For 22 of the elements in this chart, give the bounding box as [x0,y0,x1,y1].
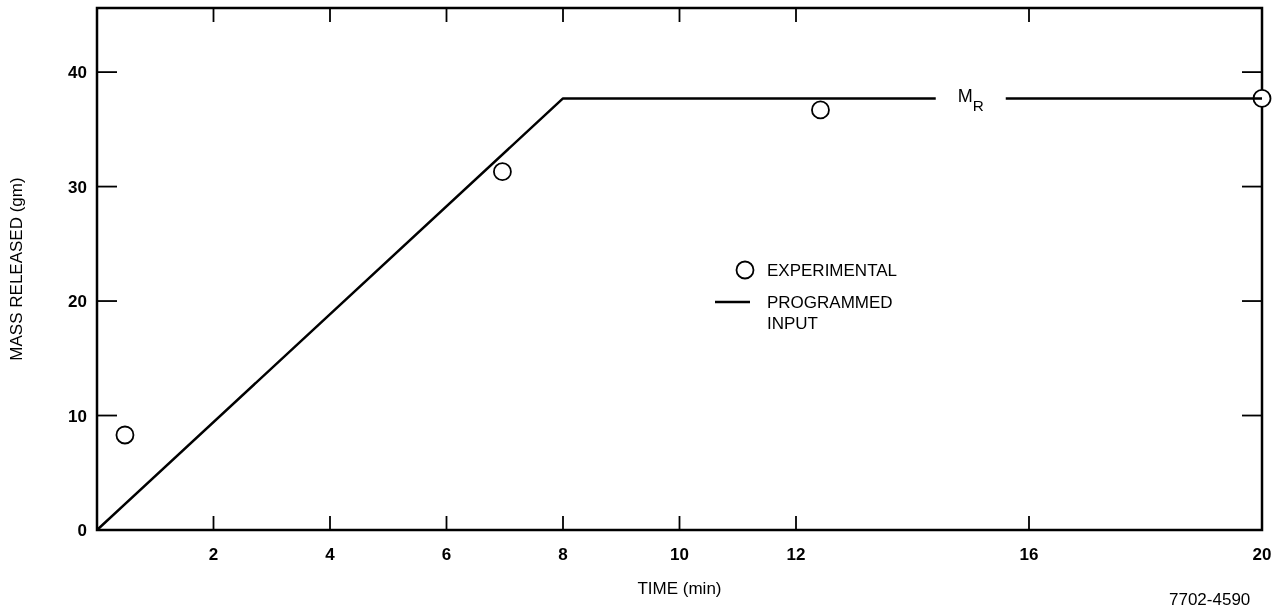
y-tick-label: 30 [68,177,87,197]
y-tick-label: 20 [68,292,87,312]
x-tick-label: 12 [786,545,806,564]
legend-label: PROGRAMMED INPUT [767,293,893,333]
x-tick-label: 2 [208,545,219,564]
y-tick-label: 10 [68,406,87,426]
x-axis-title: TIME (min) [637,579,722,598]
x-tick-label: 16 [1019,545,1039,564]
point [115,425,135,445]
legend-label: EXPERIMENTAL [767,261,898,280]
x-tick-label: 4 [325,545,336,564]
point [493,162,512,182]
x-tick-label: 10 [670,545,689,564]
y-axis-title: MASS RELEASED (gm) [7,177,26,361]
x-tick-label: 8 [558,545,568,564]
annotation: M$_{R}$ [957,86,984,114]
y-tick-label: 40 [68,63,87,83]
x-tick-label: 6 [441,545,452,564]
point [811,100,830,120]
x-tick-label: 20 [1252,545,1272,564]
y-tick-label: 0 [77,521,87,540]
text: 7702-4590 [1169,590,1251,609]
